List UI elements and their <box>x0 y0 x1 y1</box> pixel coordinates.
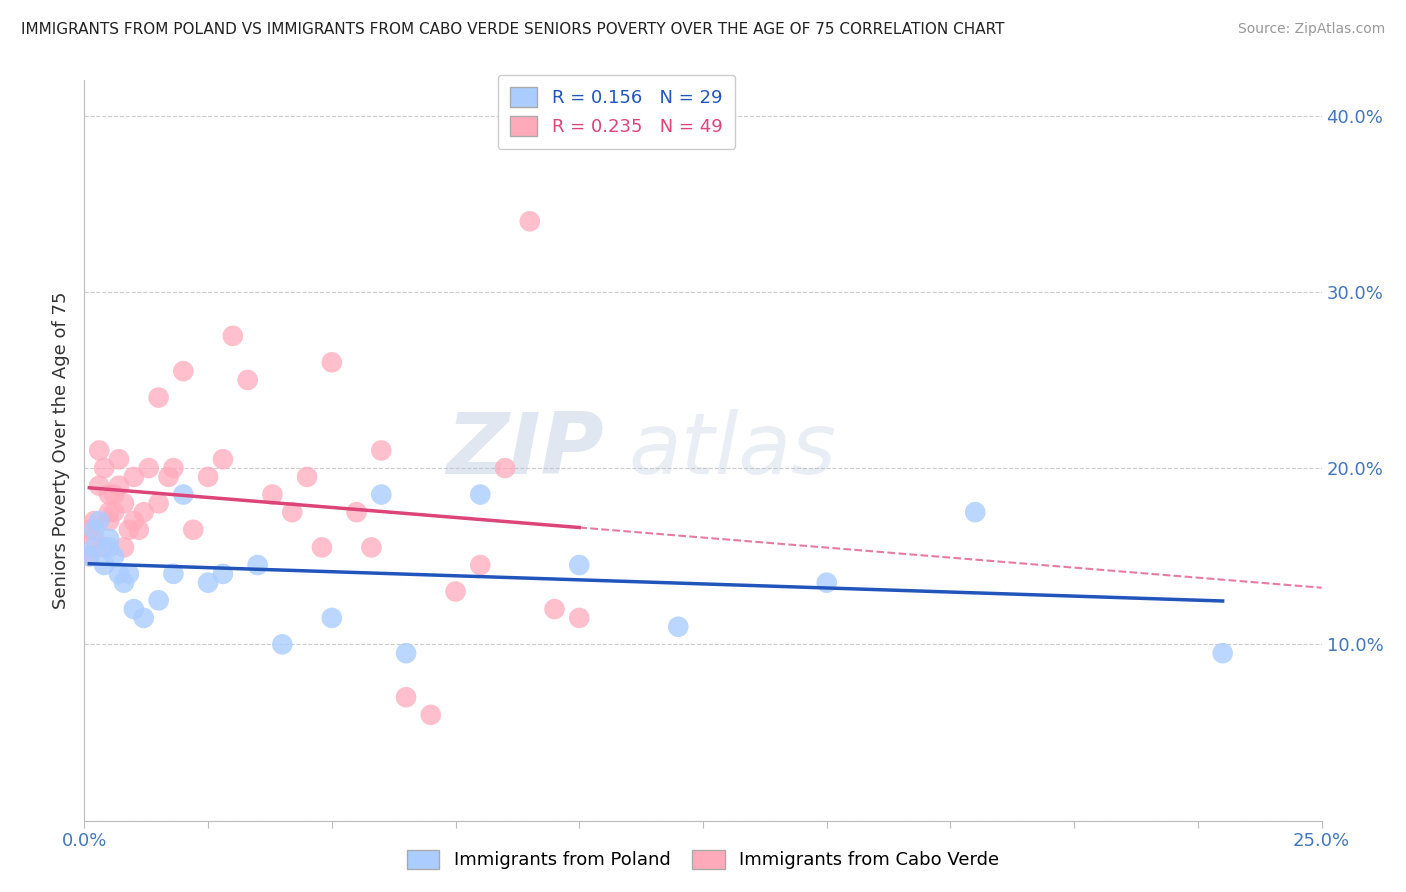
Point <box>236 373 259 387</box>
Point <box>108 566 131 581</box>
Point <box>128 523 150 537</box>
Point <box>568 558 591 572</box>
Point <box>157 470 180 484</box>
Point <box>370 487 392 501</box>
Point <box>132 611 155 625</box>
Point <box>321 355 343 369</box>
Point <box>148 496 170 510</box>
Point <box>395 690 418 705</box>
Point <box>395 646 418 660</box>
Point <box>222 329 245 343</box>
Point <box>112 541 135 555</box>
Point <box>89 443 111 458</box>
Point <box>112 496 135 510</box>
Point <box>965 505 987 519</box>
Point <box>197 470 219 484</box>
Point <box>118 523 141 537</box>
Point <box>212 566 235 581</box>
Point <box>666 620 689 634</box>
Point <box>89 479 111 493</box>
Point <box>132 505 155 519</box>
Point <box>815 575 838 590</box>
Point <box>79 523 101 537</box>
Point <box>103 549 125 564</box>
Point <box>122 602 145 616</box>
Point <box>79 549 101 564</box>
Point <box>543 602 565 616</box>
Legend: R = 0.156   N = 29, R = 0.235   N = 49: R = 0.156 N = 29, R = 0.235 N = 49 <box>498 75 735 149</box>
Point <box>103 505 125 519</box>
Point <box>295 470 318 484</box>
Text: IMMIGRANTS FROM POLAND VS IMMIGRANTS FROM CABO VERDE SENIORS POVERTY OVER THE AG: IMMIGRANTS FROM POLAND VS IMMIGRANTS FRO… <box>21 22 1005 37</box>
Point <box>212 452 235 467</box>
Point <box>79 549 101 564</box>
Point <box>444 584 467 599</box>
Point <box>470 558 492 572</box>
Point <box>89 514 111 528</box>
Point <box>83 523 105 537</box>
Point <box>93 558 115 572</box>
Text: ZIP: ZIP <box>446 409 605 492</box>
Point <box>98 505 121 519</box>
Point <box>494 461 516 475</box>
Point <box>162 461 184 475</box>
Point <box>118 566 141 581</box>
Point <box>321 611 343 625</box>
Point <box>112 575 135 590</box>
Point <box>1212 646 1234 660</box>
Point <box>122 470 145 484</box>
Point <box>281 505 304 519</box>
Point <box>83 541 105 555</box>
Point <box>93 461 115 475</box>
Point <box>98 514 121 528</box>
Point <box>246 558 269 572</box>
Point <box>162 566 184 581</box>
Y-axis label: Seniors Poverty Over the Age of 75: Seniors Poverty Over the Age of 75 <box>52 292 70 609</box>
Legend: Immigrants from Poland, Immigrants from Cabo Verde: Immigrants from Poland, Immigrants from … <box>398 840 1008 879</box>
Point <box>98 541 121 555</box>
Point <box>262 487 284 501</box>
Point <box>98 487 121 501</box>
Point <box>98 532 121 546</box>
Point <box>93 541 115 555</box>
Point <box>148 593 170 607</box>
Point <box>370 443 392 458</box>
Point <box>519 214 541 228</box>
Point <box>311 541 333 555</box>
Point <box>419 707 441 722</box>
Point <box>172 487 194 501</box>
Point <box>360 541 382 555</box>
Point <box>108 479 131 493</box>
Point <box>172 364 194 378</box>
Point <box>83 532 105 546</box>
Point <box>108 452 131 467</box>
Point <box>122 514 145 528</box>
Point <box>346 505 368 519</box>
Point <box>181 523 204 537</box>
Text: atlas: atlas <box>628 409 837 492</box>
Point <box>470 487 492 501</box>
Point <box>197 575 219 590</box>
Point <box>138 461 160 475</box>
Point <box>568 611 591 625</box>
Point <box>271 637 294 651</box>
Point <box>103 487 125 501</box>
Point <box>83 514 105 528</box>
Point <box>148 391 170 405</box>
Text: Source: ZipAtlas.com: Source: ZipAtlas.com <box>1237 22 1385 37</box>
